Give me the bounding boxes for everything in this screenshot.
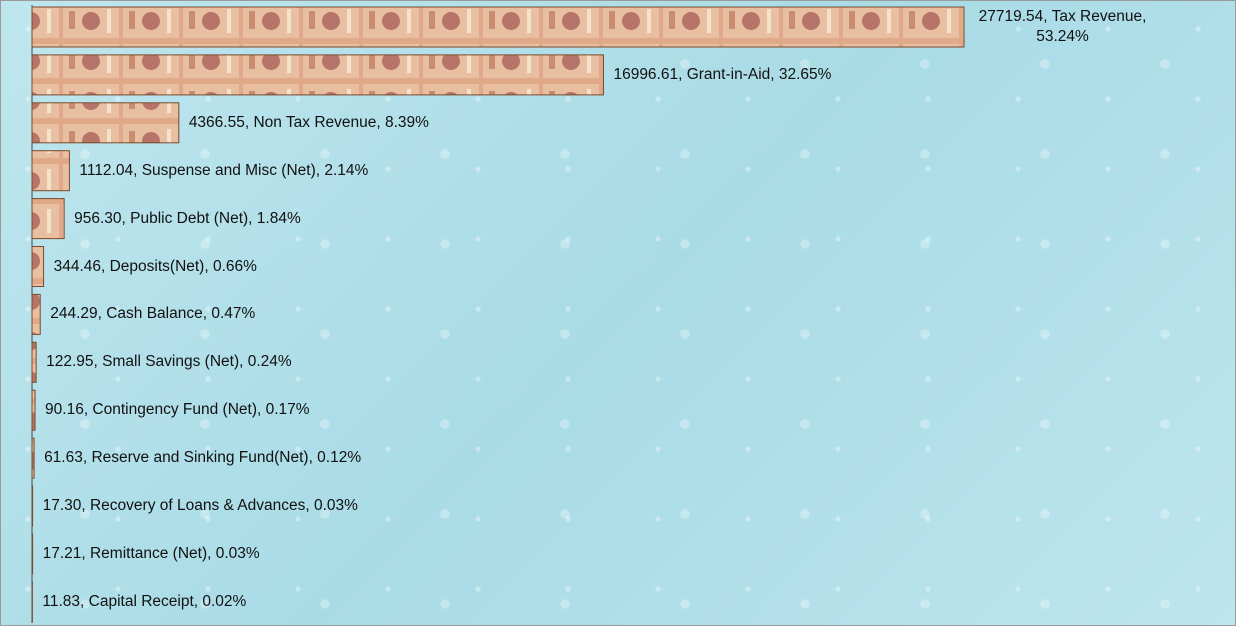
data-label: 17.21, Remittance (Net), 0.03%: [42, 544, 260, 562]
data-label: 11.83, Capital Receipt, 0.02%: [42, 592, 247, 610]
bar: [31, 102, 180, 144]
data-label: 244.29, Cash Balance, 0.47%: [50, 305, 256, 323]
bar: [31, 54, 604, 96]
data-label: 61.63, Reserve and Sinking Fund(Net), 0.…: [44, 449, 362, 467]
data-label: 16996.61, Grant-in-Aid, 32.65%: [613, 65, 832, 83]
data-label: 4366.55, Non Tax Revenue, 8.39%: [188, 113, 429, 131]
bar: [31, 198, 65, 240]
bar: [31, 485, 34, 527]
bar: [31, 150, 70, 192]
data-label: 1112.04, Suspense and Misc (Net), 2.14%: [79, 161, 369, 179]
bar: [31, 6, 965, 48]
data-label: 27719.54, Tax Revenue, 53.24%: [978, 8, 1147, 45]
data-label: 122.95, Small Savings (Net), 0.24%: [46, 353, 292, 371]
data-label: 956.30, Public Debt (Net), 1.84%: [74, 209, 301, 227]
bar: [31, 389, 36, 431]
bar: [31, 293, 41, 335]
bar: [31, 341, 37, 383]
bar: [31, 533, 34, 575]
bar: [31, 437, 35, 479]
data-label: 17.30, Recovery of Loans & Advances, 0.0…: [42, 497, 358, 514]
data-label: 344.46, Deposits(Net), 0.66%: [53, 257, 257, 275]
data-label: 90.16, Contingency Fund (Net), 0.17%: [45, 401, 310, 419]
bar: [31, 246, 45, 287]
